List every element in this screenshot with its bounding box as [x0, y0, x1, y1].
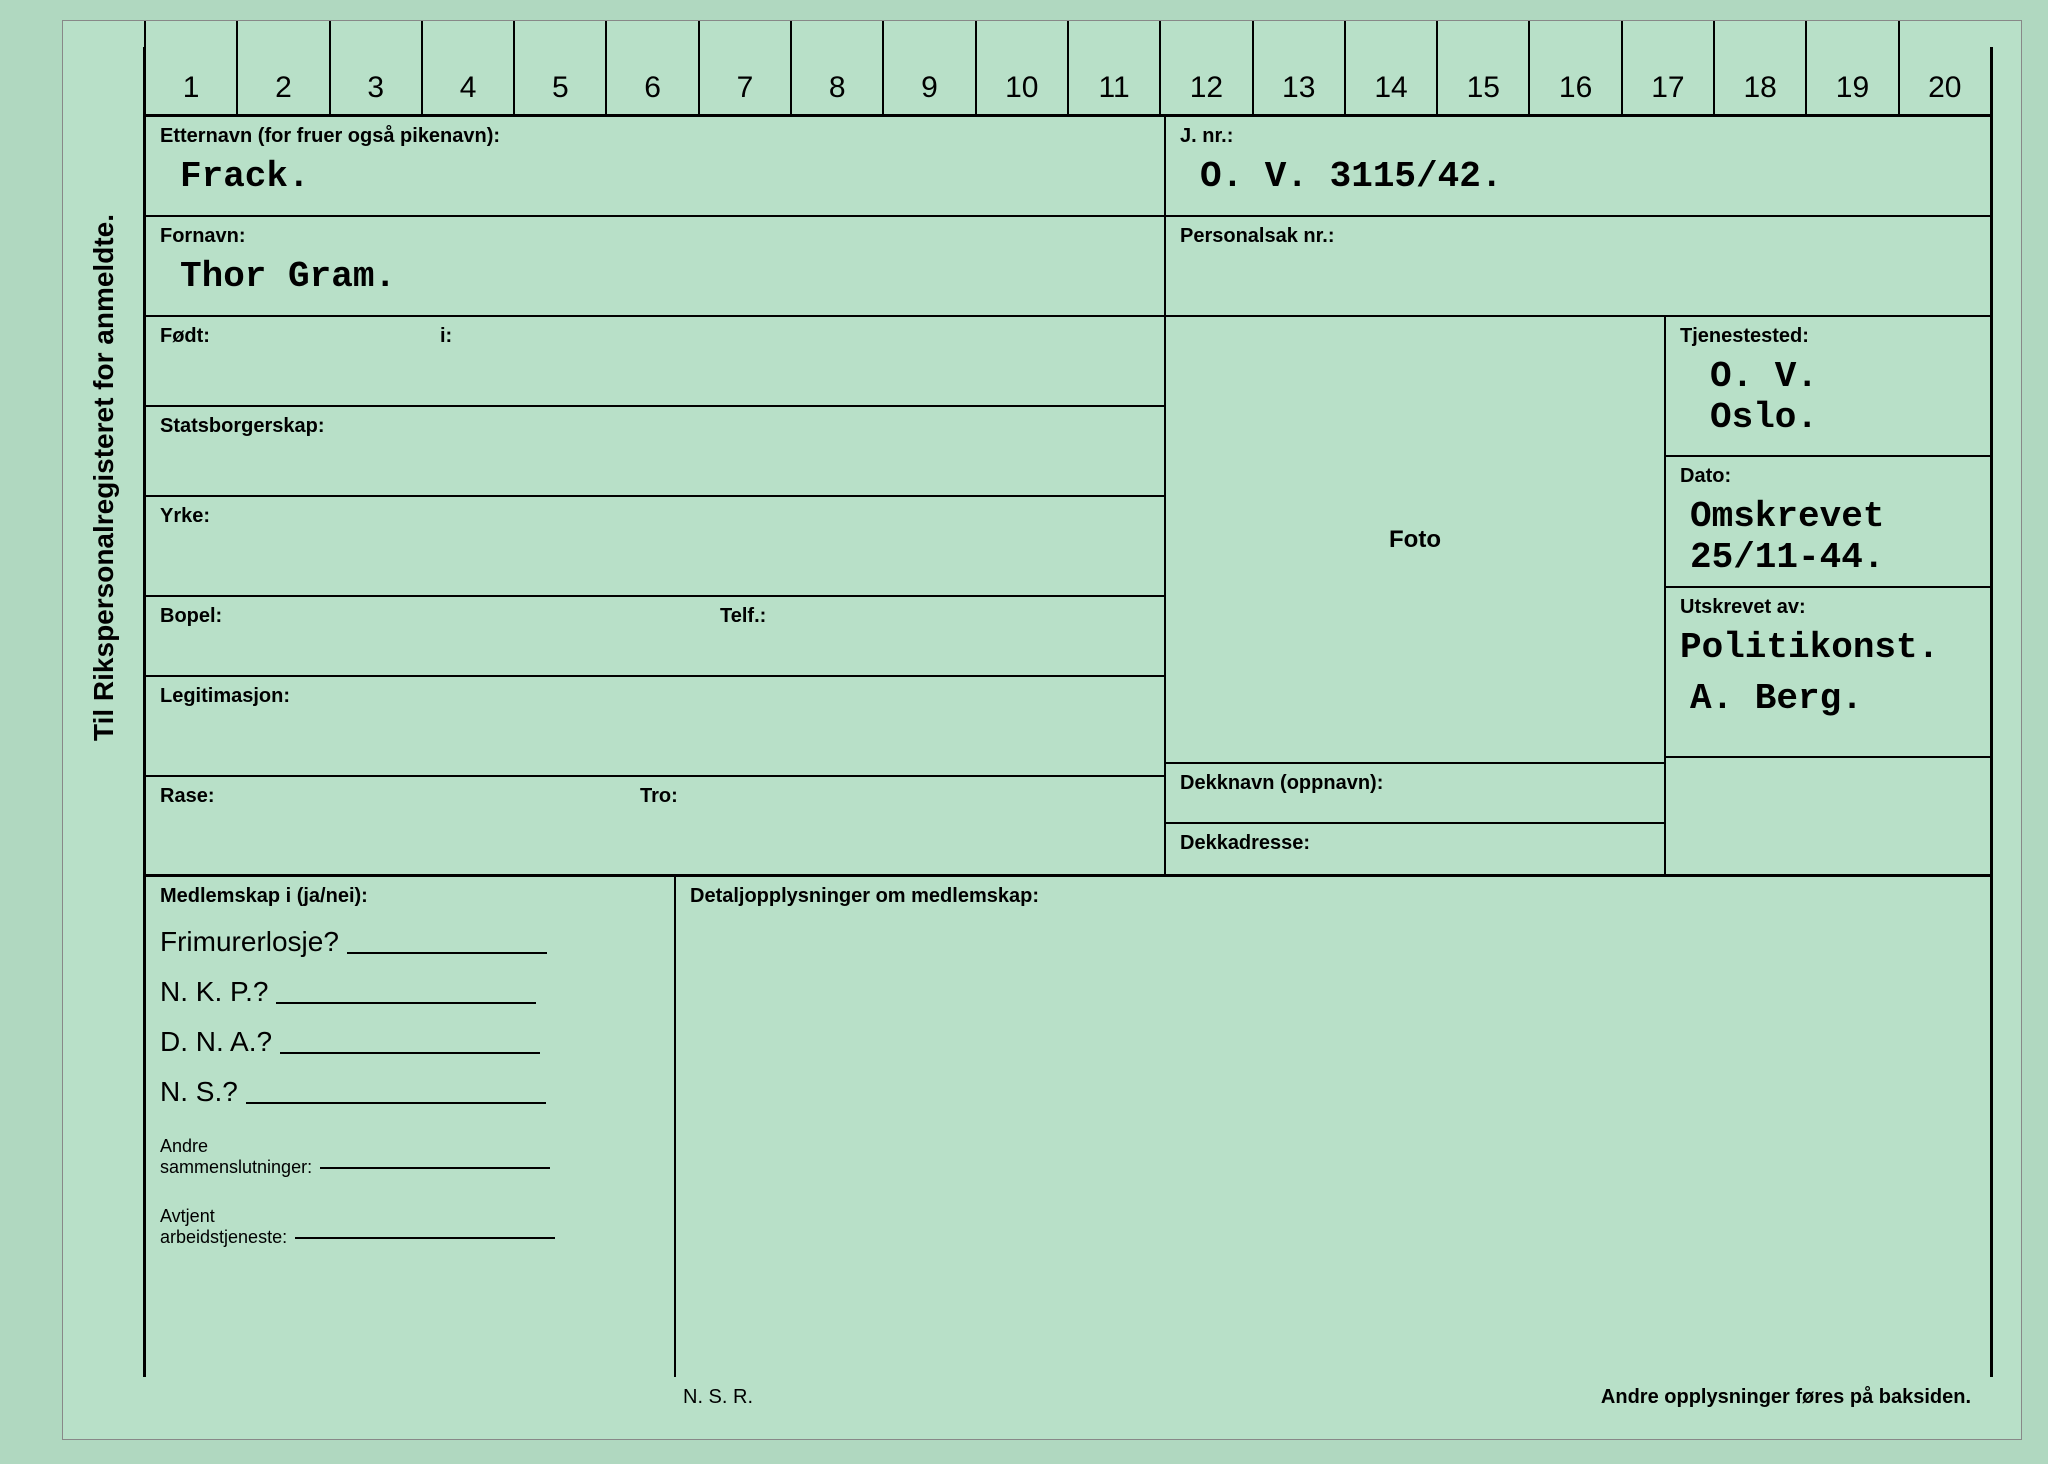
label-utskrevet: Utskrevet av: [1680, 596, 1976, 619]
label-statsborgerskap: Statsborgerskap: [160, 415, 1150, 438]
label-detalj: Detaljopplysninger om medlemskap: [690, 885, 1976, 908]
ruler-cell: 13 [1252, 47, 1344, 114]
value-fornavn: Thor Gram. [160, 256, 1150, 297]
ruler-cell: 14 [1344, 47, 1436, 114]
field-etternavn: Etternavn (for fruer også pikenavn): Fra… [146, 117, 1166, 215]
label-fodt: Født: [160, 325, 440, 348]
label-jnr: J. nr.: [1180, 125, 1976, 148]
membership-avtjent: Avtjent arbeidstjeneste: [160, 1206, 660, 1248]
label-dato: Dato: [1680, 465, 1976, 488]
label-dekknavn: Dekknavn (oppnavn): [1180, 772, 1650, 795]
field-bopel: Bopel: [160, 605, 720, 667]
value-tjenestested2: Oslo. [1680, 397, 1976, 438]
membership-section: Medlemskap i (ja/nei): Frimurerlosje? N.… [146, 877, 676, 1377]
ruler-cell: 9 [882, 47, 974, 114]
label-bopel: Bopel: [160, 605, 720, 628]
field-tro: Tro: [640, 785, 678, 866]
label-personalsak: Personalsak nr.: [1180, 225, 1976, 248]
ruler-cell: 3 [329, 47, 421, 114]
number-ruler: 1 2 3 4 5 6 7 8 9 10 11 12 13 14 15 16 1… [143, 47, 1993, 117]
form-grid: Etternavn (for fruer også pikenavn): Fra… [143, 117, 1993, 1377]
ruler-cell: 12 [1159, 47, 1251, 114]
ruler-cell: 10 [975, 47, 1067, 114]
field-dekkadresse: Dekkadresse: [1166, 824, 1664, 874]
registry-card: Til Rikspersonalregisteret for anmeldte.… [62, 20, 2022, 1440]
ruler-cell: 8 [790, 47, 882, 114]
ruler-cell: 18 [1713, 47, 1805, 114]
ruler-cell: 16 [1528, 47, 1620, 114]
label-legitimasjon: Legitimasjon: [160, 685, 1150, 708]
label-medlemskap: Medlemskap i (ja/nei): [160, 885, 660, 908]
ruler-cell: 1 [143, 47, 236, 114]
field-legitimasjon: Legitimasjon: [146, 677, 1164, 777]
field-utskrevet: Utskrevet av: Politikonst. A. Berg. [1666, 588, 1990, 758]
field-fodt-i: i: [440, 325, 452, 397]
vertical-title: Til Rikspersonalregisteret for anmeldte. [88, 214, 120, 741]
value-tjenestested1: O. V. [1680, 356, 1976, 397]
right-bottom-empty [1666, 758, 1990, 874]
field-personalsak: Personalsak nr.: [1166, 217, 1990, 315]
label-etternavn: Etternavn (for fruer også pikenavn): [160, 125, 1150, 148]
left-fields: Født: i: Statsborgerskap: Yrke: Bopel: [146, 317, 1166, 874]
field-yrke: Yrke: [146, 497, 1164, 597]
membership-dna: D. N. A.? [160, 1026, 660, 1058]
field-telf: Telf.: [720, 605, 766, 667]
ruler-cell: 20 [1898, 47, 1993, 114]
value-jnr: O. V. 3115/42. [1180, 156, 1976, 197]
detail-section: Detaljopplysninger om medlemskap: [676, 877, 1990, 1377]
field-fodt: Født: [160, 325, 440, 397]
field-statsborgerskap: Statsborgerskap: [146, 407, 1164, 497]
footer-baksiden: Andre opplysninger føres på baksiden. [1601, 1386, 1971, 1409]
label-rase: Rase: [160, 785, 640, 808]
membership-ns: N. S.? [160, 1076, 660, 1108]
label-fodt-i: i: [440, 325, 452, 348]
ruler-cell: 6 [605, 47, 697, 114]
field-dekknavn: Dekknavn (oppnavn): [1166, 764, 1664, 824]
ruler-cell: 5 [513, 47, 605, 114]
label-tjenestested: Tjenestested: [1680, 325, 1976, 348]
label-dekkadresse: Dekkadresse: [1180, 832, 1650, 855]
ruler-cell: 19 [1805, 47, 1897, 114]
footer-nsr: N. S. R. [683, 1386, 753, 1409]
label-yrke: Yrke: [160, 505, 1150, 528]
field-jnr: J. nr.: O. V. 3115/42. [1166, 117, 1990, 215]
label-tro: Tro: [640, 785, 678, 808]
label-telf: Telf.: [720, 605, 766, 628]
value-dato2: 25/11-44. [1680, 537, 1976, 578]
ruler-cell: 7 [698, 47, 790, 114]
field-tjenestested: Tjenestested: O. V. Oslo. [1666, 317, 1990, 457]
value-utskrevet2: A. Berg. [1680, 678, 1976, 719]
field-dato: Dato: Omskrevet 25/11-44. [1666, 457, 1990, 588]
label-fornavn: Fornavn: [160, 225, 1150, 248]
value-utskrevet1: Politikonst. [1680, 627, 1976, 668]
ruler-cell: 15 [1436, 47, 1528, 114]
ruler-cell: 11 [1067, 47, 1159, 114]
value-dato1: Omskrevet [1680, 496, 1976, 537]
field-fornavn: Fornavn: Thor Gram. [146, 217, 1166, 315]
membership-nkp: N. K. P.? [160, 976, 660, 1008]
value-etternavn: Frack. [160, 156, 1150, 197]
membership-andre: Andre sammenslutninger: [160, 1136, 660, 1178]
ruler-cell: 2 [236, 47, 328, 114]
label-foto: Foto [1389, 526, 1441, 554]
field-rase: Rase: [160, 785, 640, 866]
membership-frimurer: Frimurerlosje? [160, 926, 660, 958]
ruler-cell: 17 [1621, 47, 1713, 114]
foto-box: Foto [1166, 317, 1664, 764]
middle-column: Foto Dekknavn (oppnavn): Dekkadresse: [1166, 317, 1666, 874]
ruler-cell: 4 [421, 47, 513, 114]
right-column: Tjenestested: O. V. Oslo. Dato: Omskreve… [1666, 317, 1990, 874]
